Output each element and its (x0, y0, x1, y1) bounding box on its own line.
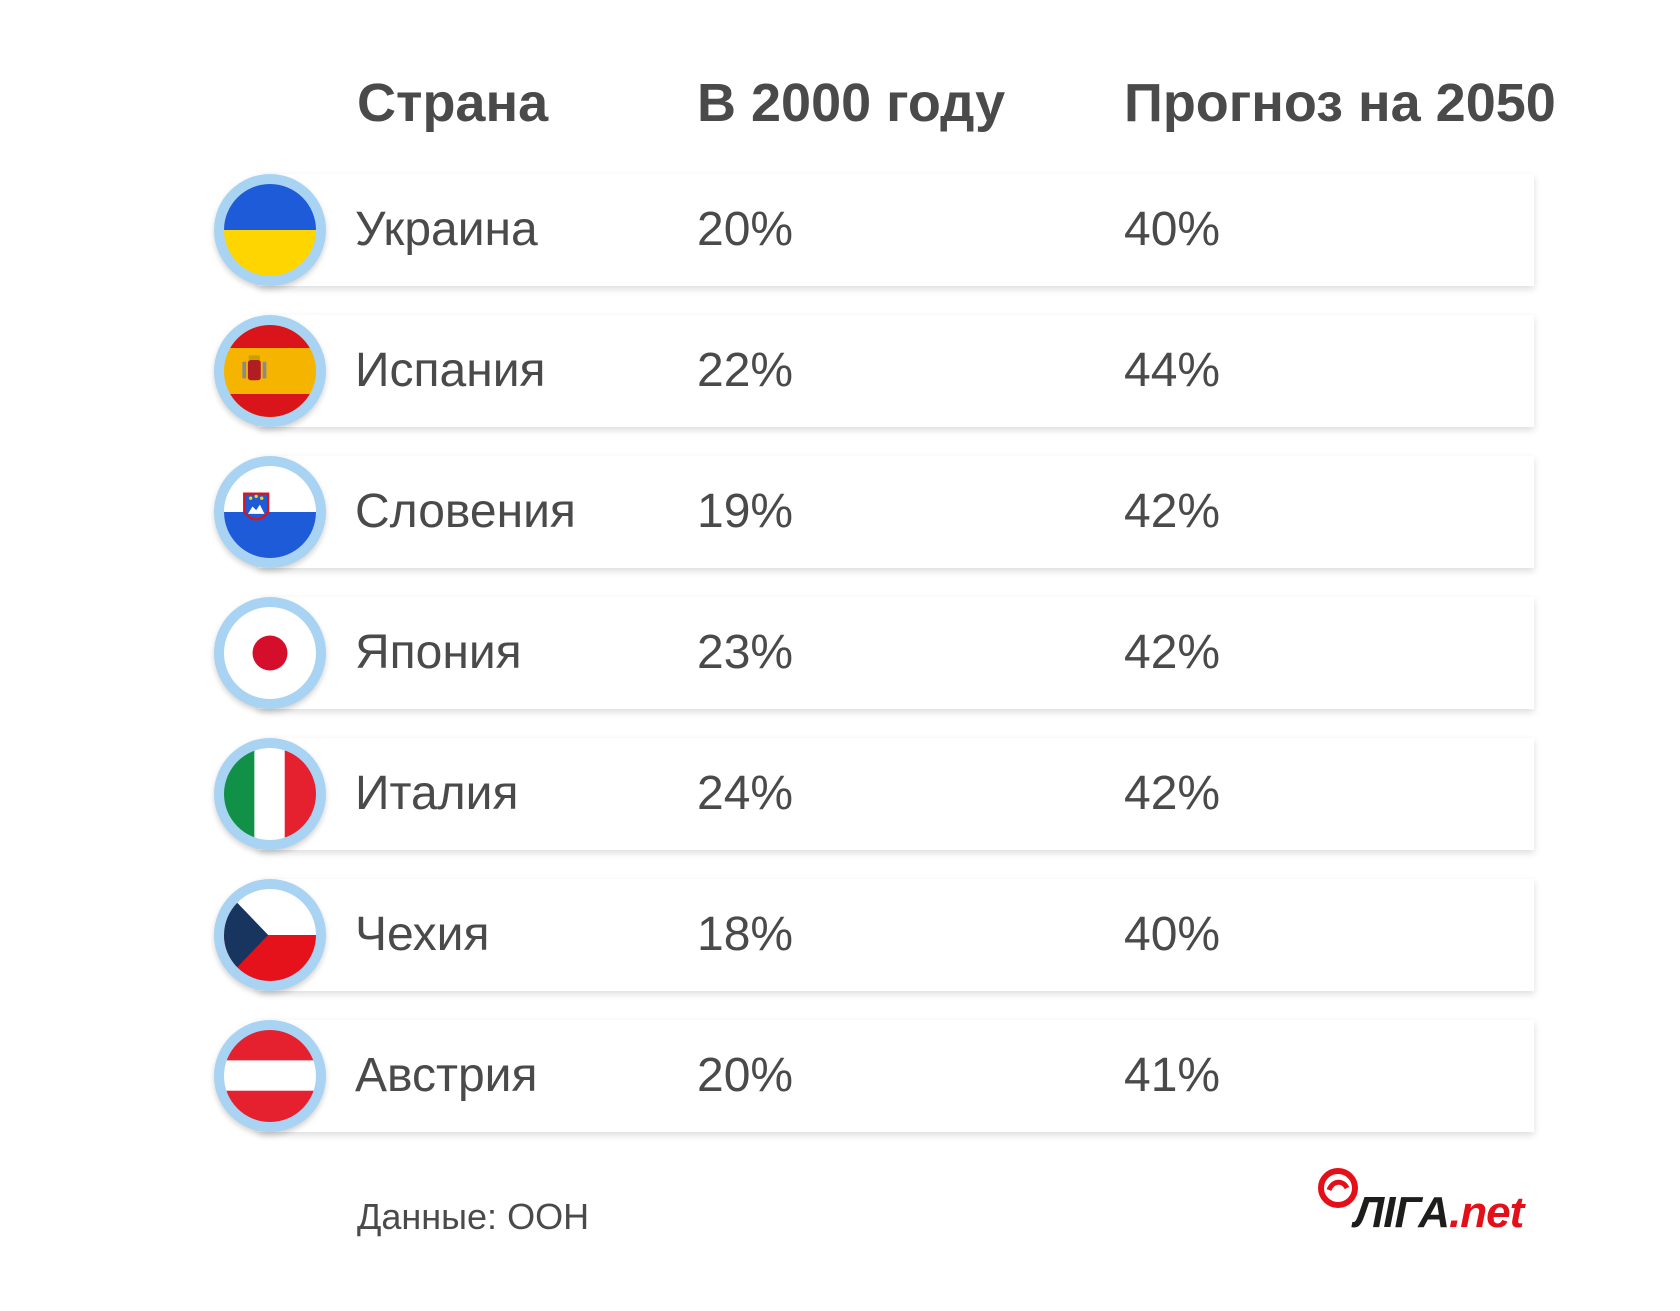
value-2000: 18% (697, 908, 794, 961)
value-2050: 44% (1124, 344, 1221, 397)
country-name: Япония (355, 626, 522, 679)
liga-net-logo: ЛІГА.net (1318, 1168, 1540, 1240)
value-2000: 20% (697, 1049, 794, 1102)
value-2000: 23% (697, 626, 794, 679)
country-name: Украина (355, 203, 538, 256)
value-2050: 41% (1124, 1049, 1221, 1102)
liga-logo-icon (1318, 1168, 1358, 1208)
spain-flag-icon (214, 315, 326, 427)
value-2050: 42% (1124, 626, 1221, 679)
column-header-country: Страна (357, 73, 549, 133)
czech-flag-icon (214, 879, 326, 991)
value-2050: 40% (1124, 908, 1221, 961)
ukraine-flag-icon (214, 174, 326, 286)
slovenia-flag-icon (214, 456, 326, 568)
country-name: Чехия (355, 908, 490, 961)
country-name: Испания (355, 344, 546, 397)
table-row (258, 315, 1534, 427)
austria-flag-icon (214, 1020, 326, 1132)
country-name: Италия (355, 767, 519, 820)
value-2050: 42% (1124, 767, 1221, 820)
logo-suffix-text: .net (1449, 1188, 1524, 1237)
value-2050: 40% (1124, 203, 1221, 256)
italy-flag-icon (214, 738, 326, 850)
value-2000: 20% (697, 203, 794, 256)
table-row (258, 456, 1534, 568)
table-row (258, 1020, 1534, 1132)
value-2000: 24% (697, 767, 794, 820)
country-name: Словения (355, 485, 576, 538)
source-note: Данные: ООН (357, 1196, 590, 1237)
table-row (258, 738, 1534, 850)
logo-main-text: ЛІГА (1354, 1188, 1450, 1237)
table-row (258, 174, 1534, 286)
value-2000: 22% (697, 344, 794, 397)
column-header-2050: Прогноз на 2050 (1124, 73, 1556, 133)
table-row (258, 879, 1534, 991)
country-name: Австрия (355, 1049, 538, 1102)
table-header: Страна В 2000 году Прогноз на 2050 (0, 72, 1680, 142)
japan-flag-icon (214, 597, 326, 709)
value-2000: 19% (697, 485, 794, 538)
column-header-2000: В 2000 году (697, 73, 1006, 133)
value-2050: 42% (1124, 485, 1221, 538)
table-row (258, 597, 1534, 709)
